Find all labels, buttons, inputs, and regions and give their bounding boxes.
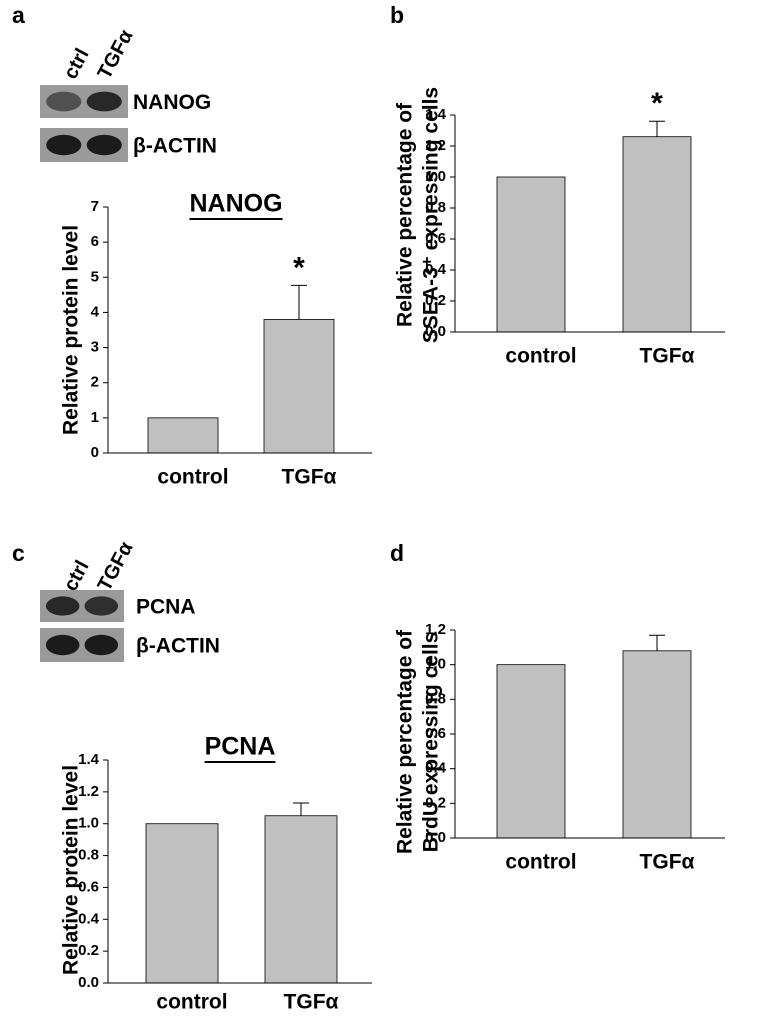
band-label: β-ACTIN: [133, 135, 217, 158]
y-tick-label: 1.2: [425, 137, 446, 154]
y-axis-label: SSEA-3⁺ expressing cells: [420, 87, 443, 343]
y-tick-label: 0.0: [425, 829, 446, 846]
y-tick-label: 0: [91, 444, 99, 461]
x-tick-label: control: [157, 466, 228, 489]
x-tick-label: TGFα: [282, 466, 337, 489]
y-tick-label: 0.6: [78, 878, 99, 895]
panel-label: a: [12, 2, 25, 28]
y-tick-label: 0.8: [78, 847, 99, 864]
bar: [264, 815, 338, 984]
lane-label: ctrl: [60, 45, 94, 83]
bar: [622, 136, 692, 333]
y-tick-label: 0.8: [425, 690, 446, 707]
y-tick-label: 0.2: [425, 292, 446, 309]
y-axis-label: Relative percentage of: [394, 629, 417, 854]
x-tick-label: control: [505, 345, 576, 368]
y-tick-label: 0.6: [425, 230, 446, 247]
x-tick-label: control: [156, 991, 227, 1014]
panel-label: d: [390, 540, 404, 566]
band-label: NANOG: [133, 91, 211, 114]
y-tick-label: 2: [91, 374, 99, 391]
blot-band: [45, 634, 80, 656]
y-tick-label: 6: [91, 233, 99, 250]
error-bar: [293, 802, 309, 816]
y-tick-label: 3: [91, 339, 99, 356]
y-tick-label: 0.2: [78, 942, 99, 959]
blot-band: [46, 134, 82, 156]
bar: [496, 664, 566, 839]
significance-mark: *: [293, 251, 305, 284]
y-tick-label: 1.4: [425, 106, 447, 123]
y-axis-label: Relative protein level: [60, 765, 83, 975]
blot-band: [86, 91, 122, 112]
lane-label: TGFα: [94, 26, 138, 83]
y-tick-label: 0.0: [78, 974, 99, 991]
band-label: β-ACTIN: [136, 635, 220, 658]
error-bar: [649, 120, 665, 137]
y-tick-label: 0.2: [425, 794, 446, 811]
lane-label: TGFα: [94, 538, 138, 595]
y-tick-label: 1: [91, 409, 99, 426]
blot-band: [46, 91, 82, 112]
y-tick-label: 0.6: [425, 725, 446, 742]
blot-band: [84, 634, 119, 656]
x-tick-label: TGFα: [640, 851, 695, 874]
y-tick-label: 7: [91, 198, 99, 215]
y-tick-label: 0.0: [425, 323, 446, 340]
lane-label: ctrl: [60, 557, 94, 595]
bar: [496, 176, 566, 333]
chart-title: NANOG: [189, 190, 282, 218]
panel-label: c: [12, 540, 25, 566]
bar: [622, 650, 692, 839]
y-tick-label: 1.2: [425, 621, 446, 638]
bar: [147, 417, 219, 454]
error-bar: [649, 634, 665, 651]
error-bar: [291, 284, 307, 320]
y-tick-label: 4: [91, 303, 100, 320]
y-tick-label: 5: [91, 268, 99, 285]
y-tick-label: 0.8: [425, 199, 446, 216]
blot-band: [84, 596, 119, 616]
y-tick-label: 1.0: [78, 815, 99, 832]
y-axis-label: BrdU expressing cells: [420, 632, 443, 853]
x-tick-label: control: [505, 851, 576, 874]
y-tick-label: 0.4: [425, 760, 447, 777]
x-tick-label: TGFα: [640, 345, 695, 368]
y-axis-label: Relative percentage of: [394, 102, 417, 327]
y-axis-label: Relative protein level: [60, 225, 83, 435]
band-label: PCNA: [136, 596, 196, 619]
y-tick-label: 1.0: [425, 168, 446, 185]
bar: [145, 823, 219, 984]
y-tick-label: 1.4: [78, 751, 100, 768]
significance-mark: *: [651, 87, 663, 120]
y-tick-label: 0.4: [78, 910, 100, 927]
y-tick-label: 1.2: [78, 783, 99, 800]
panel-label: b: [390, 2, 404, 28]
blot-band: [86, 134, 122, 156]
x-tick-label: TGFα: [284, 991, 339, 1014]
blot-band: [45, 596, 80, 616]
y-tick-label: 1.0: [425, 656, 446, 673]
chart-title: PCNA: [205, 733, 276, 761]
bar: [263, 319, 335, 454]
y-tick-label: 0.4: [425, 261, 447, 278]
